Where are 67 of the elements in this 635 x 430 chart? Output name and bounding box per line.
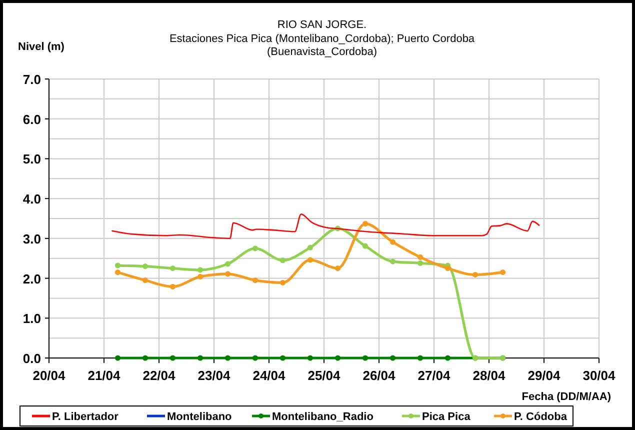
point — [362, 243, 368, 249]
point — [197, 267, 204, 273]
x-tick-label: 20/04 — [32, 368, 66, 383]
x-tick-label: 26/04 — [362, 368, 396, 383]
x-tick-label: 25/04 — [308, 368, 342, 383]
point — [170, 355, 176, 361]
point — [307, 355, 314, 361]
point — [417, 355, 424, 361]
x-axis-title: Fecha (DD/M/AA) — [522, 391, 612, 403]
point — [114, 270, 121, 276]
point — [362, 220, 368, 226]
point — [224, 261, 231, 267]
x-tick-label: 29/04 — [528, 368, 562, 383]
point — [114, 262, 121, 268]
y-tick-label: 7.0 — [22, 72, 41, 87]
point — [472, 272, 478, 278]
x-tick-label: 21/04 — [88, 368, 122, 383]
y-tick-label: 4.0 — [22, 192, 41, 207]
y-tick-label: 0.0 — [22, 351, 41, 366]
point — [417, 254, 424, 260]
x-tick-label: 24/04 — [252, 368, 286, 383]
point — [280, 280, 286, 286]
point — [142, 355, 148, 361]
y-axis-title: Nivel (m) — [18, 41, 65, 53]
x-tick-label: 30/04 — [582, 368, 616, 383]
point — [197, 355, 204, 361]
legend-label: Montelibano_Radio — [272, 411, 374, 423]
legend-label: Pica Pica — [422, 411, 472, 423]
point — [252, 355, 258, 361]
point — [170, 284, 176, 290]
y-tick-label: 2.0 — [22, 271, 41, 286]
point — [500, 270, 506, 276]
x-tick-label: 28/04 — [472, 368, 506, 383]
point — [252, 277, 258, 284]
point — [142, 277, 148, 284]
point — [334, 355, 341, 361]
point — [224, 355, 231, 361]
point — [417, 260, 424, 266]
x-tick-label: 23/04 — [198, 368, 232, 383]
point — [170, 266, 176, 272]
point — [390, 258, 396, 264]
point — [334, 266, 341, 272]
point — [280, 355, 286, 361]
point — [444, 355, 451, 361]
y-tick-label: 3.0 — [22, 231, 41, 246]
x-tick-label: 22/04 — [142, 368, 176, 383]
point — [114, 355, 121, 361]
legend-label: P. Códoba — [514, 411, 568, 423]
x-tick-label: 27/04 — [418, 368, 452, 383]
y-tick-label: 6.0 — [22, 112, 41, 127]
point — [197, 274, 204, 280]
point — [390, 355, 396, 361]
legend-label: P. Libertador — [52, 411, 120, 423]
chart-title: RIO SAN JORGE. — [277, 19, 367, 31]
y-tick-label: 1.0 — [22, 311, 41, 326]
legend-label: Montelibano — [167, 411, 232, 423]
point — [444, 266, 451, 272]
point — [362, 355, 368, 361]
point — [280, 258, 286, 264]
chart-subtitle: Estaciones Pica Pica (Montelibano_Cordoba); Puerto Cordoba (Buenavista_Cordoba) — [169, 33, 476, 58]
y-tick-label: 5.0 — [22, 152, 41, 167]
point — [390, 239, 396, 245]
point — [307, 257, 314, 263]
point — [224, 271, 231, 277]
point — [307, 244, 314, 250]
point — [142, 264, 148, 270]
point — [252, 246, 258, 252]
